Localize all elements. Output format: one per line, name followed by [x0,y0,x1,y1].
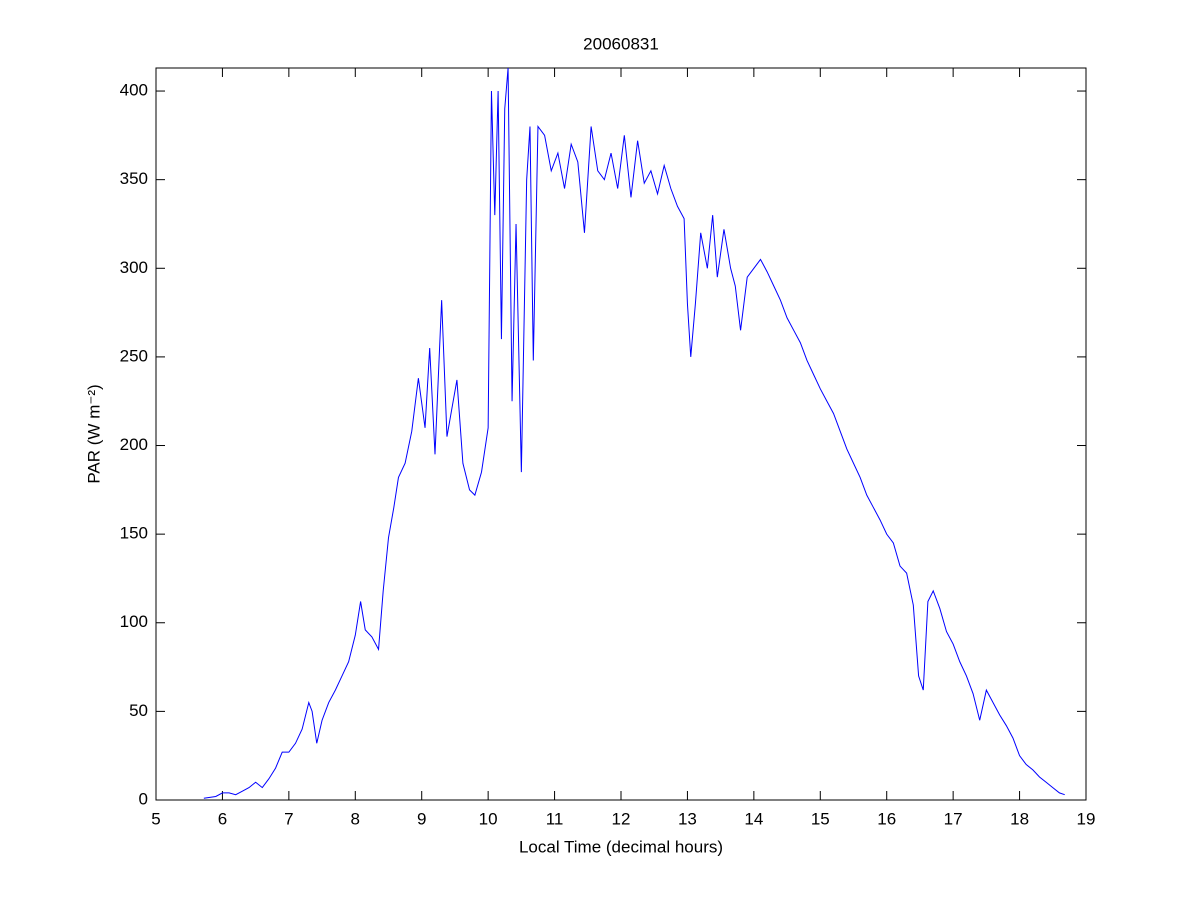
y-tick-label: 50 [129,701,148,720]
y-tick-label: 200 [120,435,148,454]
x-tick-label: 19 [1077,809,1096,828]
x-tick-label: 8 [351,809,360,828]
x-tick-label: 17 [944,809,963,828]
x-tick-label: 11 [546,809,564,828]
x-tick-label: 15 [811,809,830,828]
x-tick-label: 7 [284,809,293,828]
y-tick-label: 400 [120,81,148,100]
x-tick-label: 9 [417,809,426,828]
x-tick-label: 14 [744,809,763,828]
y-tick-label: 0 [139,789,148,808]
x-tick-label: 5 [151,809,160,828]
x-tick-label: 13 [678,809,697,828]
x-tick-label: 10 [479,809,498,828]
y-axis-label: PAR (W m⁻²) [84,384,103,483]
y-tick-label: 150 [120,524,148,543]
x-tick-label: 18 [1010,809,1029,828]
y-tick-label: 350 [120,169,148,188]
chart-title: 20060831 [583,34,659,53]
x-tick-label: 16 [877,809,896,828]
x-tick-label: 6 [218,809,227,828]
y-tick-label: 100 [120,612,148,631]
data-line [203,67,1065,799]
x-tick-label: 12 [612,809,631,828]
x-axis-label: Local Time (decimal hours) [519,837,723,856]
y-tick-label: 250 [120,346,148,365]
y-tick-label: 300 [120,258,148,277]
